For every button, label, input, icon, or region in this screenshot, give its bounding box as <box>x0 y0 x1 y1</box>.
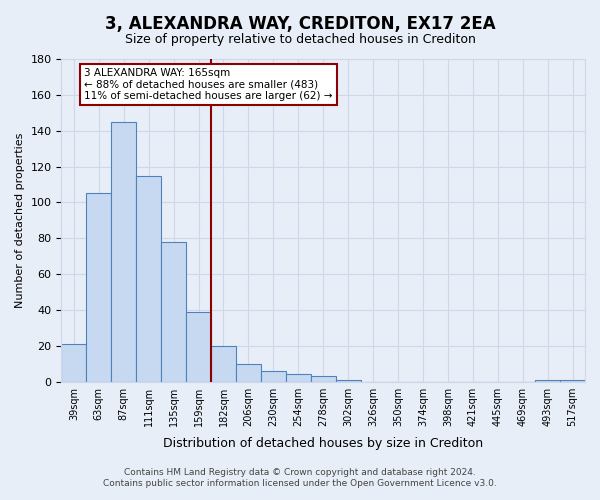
Bar <box>111 122 136 382</box>
Bar <box>236 364 261 382</box>
Bar <box>186 312 211 382</box>
Text: 3, ALEXANDRA WAY, CREDITON, EX17 2EA: 3, ALEXANDRA WAY, CREDITON, EX17 2EA <box>104 15 496 33</box>
Bar <box>335 380 361 382</box>
Bar <box>161 242 186 382</box>
Text: 3 ALEXANDRA WAY: 165sqm
← 88% of detached houses are smaller (483)
11% of semi-d: 3 ALEXANDRA WAY: 165sqm ← 88% of detache… <box>84 68 332 101</box>
Bar <box>211 346 236 382</box>
Bar <box>261 371 286 382</box>
Bar <box>535 380 560 382</box>
Bar <box>136 176 161 382</box>
X-axis label: Distribution of detached houses by size in Crediton: Distribution of detached houses by size … <box>163 437 483 450</box>
Text: Contains HM Land Registry data © Crown copyright and database right 2024.
Contai: Contains HM Land Registry data © Crown c… <box>103 468 497 487</box>
Bar <box>560 380 585 382</box>
Bar <box>86 194 111 382</box>
Bar <box>286 374 311 382</box>
Y-axis label: Number of detached properties: Number of detached properties <box>15 132 25 308</box>
Bar <box>61 344 86 382</box>
Text: Size of property relative to detached houses in Crediton: Size of property relative to detached ho… <box>125 32 475 46</box>
Bar <box>311 376 335 382</box>
